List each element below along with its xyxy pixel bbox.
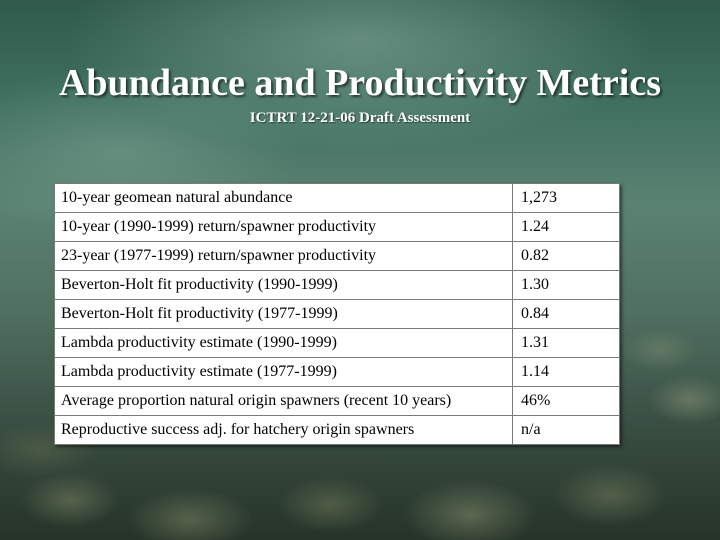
slide-title: Abundance and Productivity Metrics [58,62,662,104]
metric-value: 1.14 [512,357,620,387]
metric-label: Average proportion natural origin spawne… [54,386,513,416]
metric-value: 0.84 [512,299,620,329]
table-row: Lambda productivity estimate (1990-1999)… [54,328,620,358]
metric-label: Reproductive success adj. for hatchery o… [54,415,513,445]
metric-label: 10-year geomean natural abundance [54,183,513,213]
table-row: 23-year (1977-1999) return/spawner produ… [54,241,620,271]
table-row: Beverton-Holt fit productivity (1990-199… [54,270,620,300]
table-row: 10-year (1990-1999) return/spawner produ… [54,212,620,242]
metric-label: 10-year (1990-1999) return/spawner produ… [54,212,513,242]
table-row: Reproductive success adj. for hatchery o… [54,415,620,445]
table-row: 10-year geomean natural abundance 1,273 [54,183,620,213]
metric-label: Beverton-Holt fit productivity (1977-199… [54,299,513,329]
metric-value: 1.31 [512,328,620,358]
metric-label: Lambda productivity estimate (1977-1999) [54,357,513,387]
metrics-table: 10-year geomean natural abundance 1,273 … [54,183,620,445]
metric-value: 46% [512,386,620,416]
metric-label: Lambda productivity estimate (1990-1999) [54,328,513,358]
metric-value: 0.82 [512,241,620,271]
metric-label: Beverton-Holt fit productivity (1990-199… [54,270,513,300]
table-row: Beverton-Holt fit productivity (1977-199… [54,299,620,329]
metric-value: 1.30 [512,270,620,300]
metric-value: n/a [512,415,620,445]
table-row: Lambda productivity estimate (1977-1999)… [54,357,620,387]
table-row: Average proportion natural origin spawne… [54,386,620,416]
metric-label: 23-year (1977-1999) return/spawner produ… [54,241,513,271]
slide-subtitle: ICTRT 12-21-06 Draft Assessment [249,110,471,126]
metric-value: 1,273 [512,183,620,213]
metric-value: 1.24 [512,212,620,242]
